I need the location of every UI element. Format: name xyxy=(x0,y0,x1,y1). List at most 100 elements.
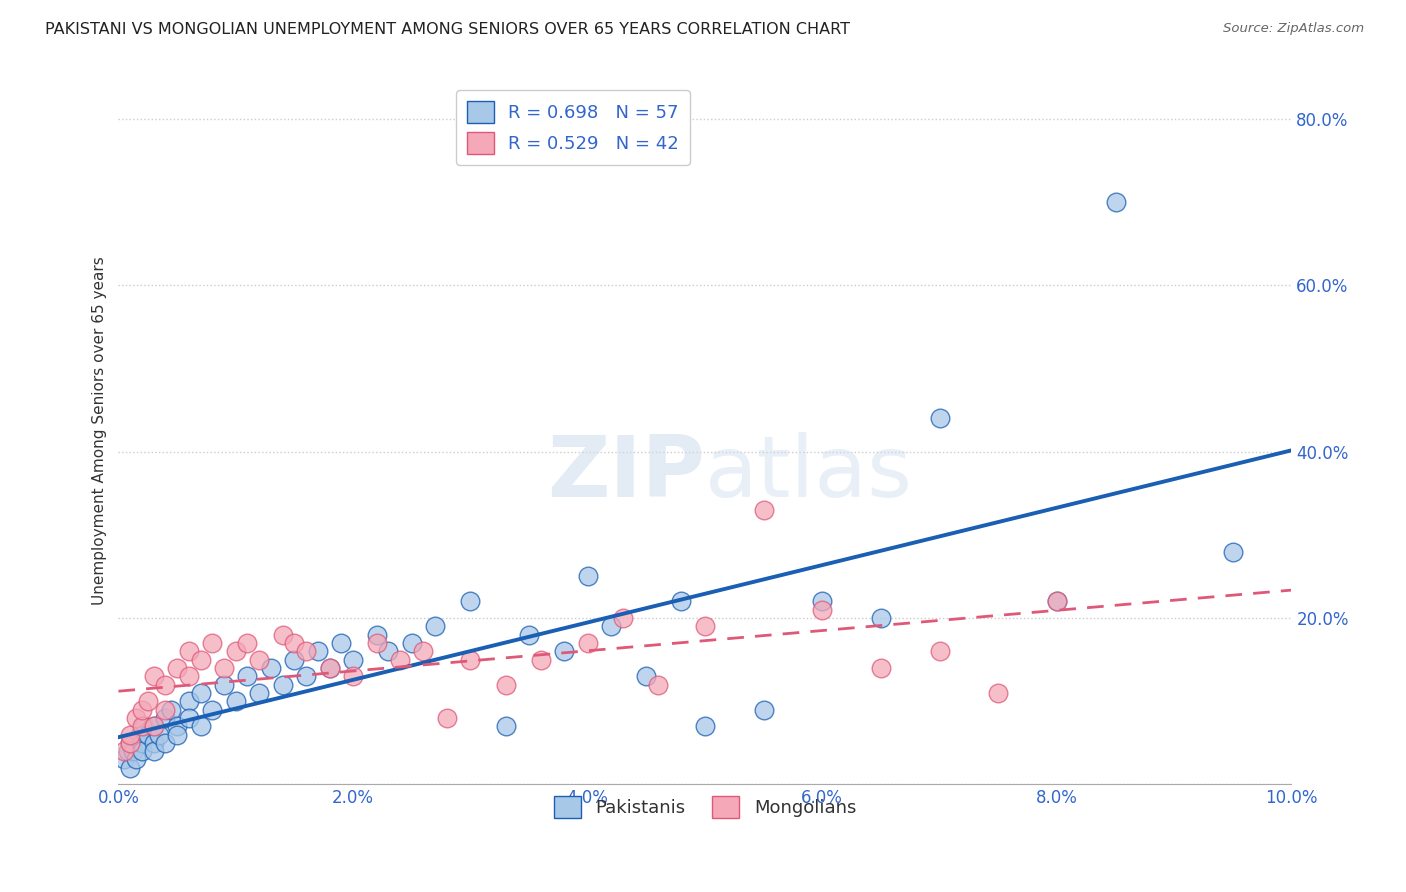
Point xyxy=(388,653,411,667)
Point xyxy=(166,727,188,741)
Point xyxy=(811,594,834,608)
Point xyxy=(155,736,177,750)
Text: Source: ZipAtlas.com: Source: ZipAtlas.com xyxy=(1223,22,1364,36)
Point xyxy=(125,711,148,725)
Point xyxy=(131,744,153,758)
Point xyxy=(142,736,165,750)
Point xyxy=(247,686,270,700)
Point xyxy=(283,653,305,667)
Point xyxy=(112,752,135,766)
Point xyxy=(318,661,340,675)
Point xyxy=(121,744,143,758)
Point xyxy=(112,744,135,758)
Y-axis label: Unemployment Among Seniors over 65 years: Unemployment Among Seniors over 65 years xyxy=(93,257,107,606)
Point xyxy=(131,736,153,750)
Point xyxy=(142,744,165,758)
Text: atlas: atlas xyxy=(704,432,912,515)
Point xyxy=(366,628,388,642)
Point xyxy=(155,678,177,692)
Point xyxy=(247,653,270,667)
Point xyxy=(307,644,329,658)
Point xyxy=(928,411,950,425)
Point xyxy=(142,719,165,733)
Point xyxy=(423,619,446,633)
Point xyxy=(136,727,159,741)
Point xyxy=(553,644,575,658)
Point xyxy=(236,636,259,650)
Point xyxy=(318,661,340,675)
Point xyxy=(987,686,1010,700)
Point xyxy=(271,678,294,692)
Point xyxy=(212,678,235,692)
Point xyxy=(177,644,200,658)
Point xyxy=(401,636,423,650)
Text: PAKISTANI VS MONGOLIAN UNEMPLOYMENT AMONG SENIORS OVER 65 YEARS CORRELATION CHAR: PAKISTANI VS MONGOLIAN UNEMPLOYMENT AMON… xyxy=(45,22,851,37)
Point xyxy=(1222,544,1244,558)
Point xyxy=(225,644,247,658)
Text: ZIP: ZIP xyxy=(547,432,704,515)
Point xyxy=(125,752,148,766)
Point xyxy=(201,636,224,650)
Point xyxy=(142,719,165,733)
Point xyxy=(870,661,893,675)
Point xyxy=(295,669,318,683)
Point xyxy=(166,719,188,733)
Point xyxy=(295,644,318,658)
Point xyxy=(120,727,142,741)
Point xyxy=(120,736,142,750)
Point xyxy=(201,702,224,716)
Point xyxy=(636,669,658,683)
Point xyxy=(236,669,259,683)
Point xyxy=(647,678,669,692)
Point xyxy=(142,669,165,683)
Point xyxy=(160,702,183,716)
Point xyxy=(576,636,599,650)
Point xyxy=(131,719,153,733)
Point xyxy=(811,603,834,617)
Point xyxy=(671,594,693,608)
Point xyxy=(1046,594,1069,608)
Point xyxy=(495,719,517,733)
Point xyxy=(120,736,142,750)
Point xyxy=(752,503,775,517)
Point xyxy=(600,619,623,633)
Point xyxy=(870,611,893,625)
Point xyxy=(495,678,517,692)
Point xyxy=(155,702,177,716)
Point xyxy=(260,661,283,675)
Point xyxy=(612,611,634,625)
Point xyxy=(134,719,156,733)
Point xyxy=(177,669,200,683)
Point xyxy=(928,644,950,658)
Point xyxy=(460,594,482,608)
Point xyxy=(148,727,170,741)
Point xyxy=(1046,594,1069,608)
Point xyxy=(131,702,153,716)
Point xyxy=(1104,195,1126,210)
Point xyxy=(693,619,716,633)
Point xyxy=(177,711,200,725)
Point xyxy=(517,628,540,642)
Point xyxy=(166,661,188,675)
Point xyxy=(190,719,212,733)
Point xyxy=(155,711,177,725)
Point xyxy=(128,727,150,741)
Point xyxy=(342,669,364,683)
Point xyxy=(576,569,599,583)
Point xyxy=(136,694,159,708)
Point xyxy=(212,661,235,675)
Legend: Pakistanis, Mongolians: Pakistanis, Mongolians xyxy=(547,789,863,825)
Point xyxy=(330,636,353,650)
Point xyxy=(460,653,482,667)
Point xyxy=(190,686,212,700)
Point xyxy=(366,636,388,650)
Point xyxy=(436,711,458,725)
Point xyxy=(412,644,434,658)
Point xyxy=(117,744,139,758)
Point xyxy=(190,653,212,667)
Point xyxy=(530,653,553,667)
Point xyxy=(377,644,399,658)
Point xyxy=(342,653,364,667)
Point xyxy=(271,628,294,642)
Point xyxy=(177,694,200,708)
